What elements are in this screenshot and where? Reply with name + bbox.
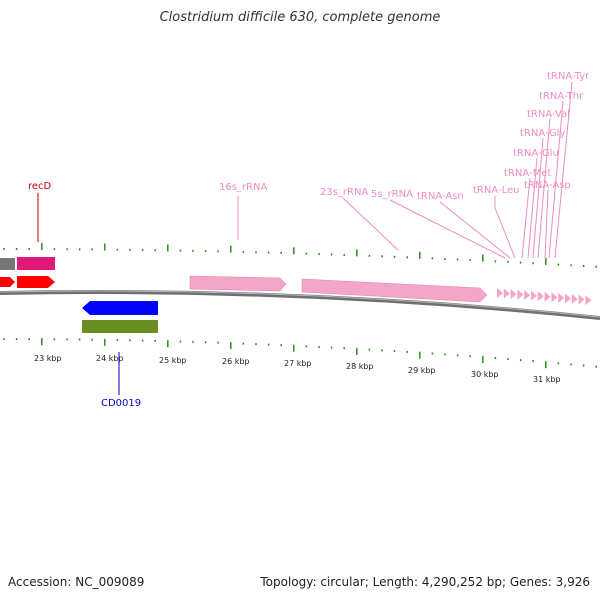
scale-label: 25 kbp: [159, 356, 187, 365]
trna-arrow[interactable]: [503, 288, 510, 299]
genome-info-text: Topology: circular; Length: 4,290,252 bp…: [260, 575, 590, 589]
trna-arrow[interactable]: [571, 293, 578, 304]
gene-red-arrow-recD[interactable]: [17, 276, 55, 288]
trna-arrow[interactable]: [510, 289, 517, 300]
gene-red-arrow-left[interactable]: [0, 277, 15, 287]
trna-tyr-leader: [554, 81, 573, 259]
label-trna-asn[interactable]: tRNA-Asn: [417, 191, 464, 202]
gene-magenta-block[interactable]: [17, 257, 55, 270]
accession-text: Accession: NC_009089: [8, 575, 145, 589]
trna-arrow[interactable]: [565, 293, 571, 304]
label-trna-met[interactable]: tRNA-Met: [504, 168, 551, 179]
trna-gly-leader: [532, 137, 544, 259]
trna-leu-leader2: [494, 207, 516, 259]
trna-asn-leader: [439, 201, 511, 259]
trna-arrow[interactable]: [585, 295, 592, 306]
scale-label: 31 kbp: [533, 375, 561, 384]
gene-grey-block[interactable]: [0, 258, 15, 270]
label-recd[interactable]: recD: [28, 181, 52, 192]
trna-arrow[interactable]: [517, 289, 524, 300]
trna-glu-leader: [527, 157, 538, 259]
scale-label: 30 kbp: [471, 370, 499, 379]
label-trna-glu[interactable]: tRNA-Glu: [513, 148, 559, 159]
gene-23s-rrna[interactable]: [301, 278, 488, 303]
trna-arrow[interactable]: [544, 291, 551, 302]
label-cd0019[interactable]: CD0019: [101, 398, 141, 409]
trna-arrows[interactable]: [497, 288, 592, 306]
scale-labels: 23 kbp 24 kbp 25 kbp 26 kbp 27 kbp 28 kb…: [34, 354, 561, 384]
trna-arrow[interactable]: [537, 291, 544, 302]
label-trna-tyr[interactable]: tRNA-Tyr: [547, 71, 590, 82]
upper-ticks: [3, 243, 597, 268]
label-16s-rrna[interactable]: 16s_rRNA: [219, 182, 267, 193]
label-trna-thr[interactable]: tRNA-Thr: [539, 91, 584, 102]
genome-backbone-highlight: [0, 290, 600, 318]
trna-arrow[interactable]: [497, 288, 503, 298]
label-23s-rrna[interactable]: 23s_rRNA: [320, 187, 368, 198]
trna-asp-leader: [544, 189, 549, 259]
trna-val-leader: [537, 117, 551, 259]
trna-arrow[interactable]: [531, 290, 537, 301]
label-5s-rrna[interactable]: 5s_rRNA: [371, 189, 413, 200]
scale-label: 24 kbp: [96, 354, 124, 363]
scale-label: 29 kbp: [408, 366, 436, 375]
rna23s-leader: [342, 197, 399, 251]
trna-met-leader: [521, 177, 531, 259]
scale-label: 26 kbp: [222, 357, 250, 366]
scale-label: 23 kbp: [34, 354, 62, 363]
label-trna-val[interactable]: tRNA-Val: [527, 109, 570, 120]
lower-ticks: [3, 338, 597, 369]
label-trna-gly[interactable]: tRNA-Gly: [520, 128, 565, 139]
label-trna-leu[interactable]: tRNA-Leu: [473, 185, 519, 196]
page-title: Clostridium difficile 630, complete geno…: [159, 10, 441, 25]
trna-arrow[interactable]: [558, 292, 565, 303]
scale-label: 27 kbp: [284, 359, 312, 368]
trna-thr-leader: [548, 100, 564, 259]
trna-arrow[interactable]: [578, 294, 585, 305]
gene-16s-rrna[interactable]: [189, 275, 287, 292]
scale-label: 28 kbp: [346, 362, 374, 371]
gene-olive-block[interactable]: [82, 320, 158, 333]
genome-backbone: [0, 290, 600, 320]
trna-arrow[interactable]: [524, 290, 531, 301]
trna-arrow[interactable]: [551, 292, 558, 303]
rna5s-leader: [389, 199, 506, 259]
gene-cd0019[interactable]: [82, 301, 158, 315]
label-trna-asp[interactable]: tRNA-Asp: [524, 180, 571, 191]
